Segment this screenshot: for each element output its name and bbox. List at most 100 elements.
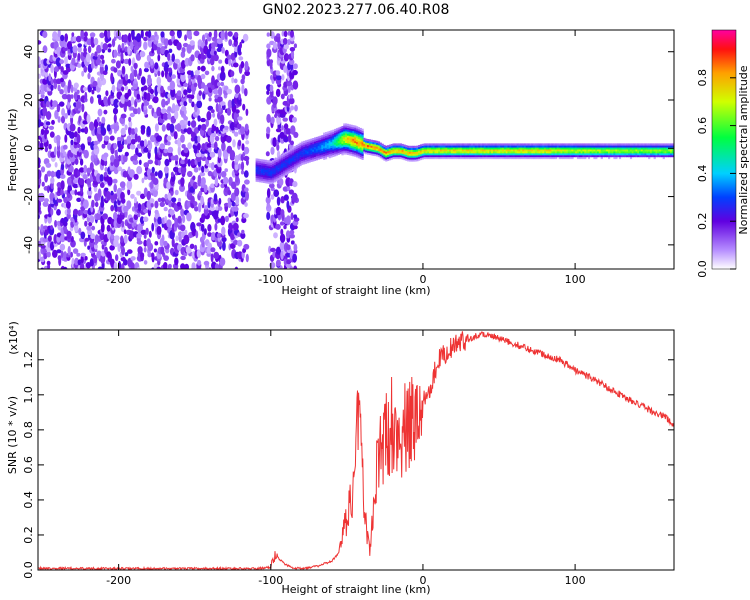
spectrogram-ridge-cell <box>622 151 625 154</box>
spectrogram-noise-cell <box>193 167 199 173</box>
spectrogram-ridge-cell <box>628 145 631 148</box>
spectrogram-noise-cell <box>194 135 199 144</box>
spectrogram-ridge-cell <box>659 151 662 154</box>
spectrogram-ridge-cell <box>405 147 408 150</box>
spectrogram-noise-cell <box>42 201 49 207</box>
spectrogram-ridge-cell <box>452 147 455 150</box>
spectrogram-noise-cell <box>154 171 158 177</box>
spectrogram-ridge-cell <box>491 155 494 158</box>
spectrogram-noise-cell <box>227 31 233 37</box>
spectrogram-ridge-cell <box>576 153 580 156</box>
spectrogram-ridge-cell <box>410 151 413 154</box>
spectrogram-noise-cell <box>126 200 132 210</box>
spectrogram-ridge-cell <box>447 149 450 152</box>
spectrogram-noise-cell <box>70 174 75 180</box>
spectrogram-ridge-cell <box>608 156 611 160</box>
spectrogram-ridge-cell <box>357 132 360 136</box>
spectrogram-ridge-cell <box>272 160 275 163</box>
spectrogram-noise-cell <box>111 84 116 93</box>
spectrogram-noise-cell <box>270 247 276 253</box>
spectrogram-ridge-cell <box>618 143 622 146</box>
spectrogram-noise-cell <box>292 253 297 263</box>
spectrogram-noise-cell <box>78 167 85 173</box>
spectrogram-ridge-cell <box>341 139 344 142</box>
spectrogram-ridge-cell <box>304 151 308 155</box>
spectrogram-ridge-cell <box>352 154 355 157</box>
spectrogram-ridge-cell <box>553 149 556 152</box>
spectrogram-ridge-cell <box>279 159 282 162</box>
spectrogram-ridge-cell <box>412 147 415 150</box>
x-tick-label: 0 <box>419 273 426 286</box>
spectrogram-noise-cell <box>140 76 146 86</box>
spectrogram-ridge-cell <box>505 145 508 148</box>
spectrogram-ridge-cell <box>312 145 315 148</box>
spectrogram-ridge-cell <box>381 143 384 146</box>
spectrogram-ridge-cell <box>368 145 371 148</box>
spectrogram-ridge-cell <box>301 151 304 154</box>
spectrogram-ridge-cell <box>332 150 335 154</box>
spectrogram-ridge-cell <box>582 147 585 150</box>
spectrogram-ridge-cell <box>390 144 393 147</box>
spectrogram-ridge-cell <box>500 149 503 152</box>
spectrogram-ridge-cell <box>348 137 351 140</box>
spectrogram-ridge-cell <box>441 149 444 152</box>
spectrogram-noise-cell <box>177 197 182 203</box>
y-tick-label: -20 <box>22 188 35 206</box>
spectrogram-ridge-cell <box>268 181 271 184</box>
spectrogram-ridge-cell <box>450 151 454 154</box>
spectrogram-ridge-cell <box>467 156 470 160</box>
colorbar-tick-label: 0.4 <box>696 165 709 183</box>
spectrogram-ridge-cell <box>460 145 463 148</box>
spectrogram-noise-cell <box>269 59 274 64</box>
spectrogram-ridge-cell <box>597 151 600 154</box>
spectrogram-ridge-cell <box>651 145 654 148</box>
spectrogram-ridge-cell <box>553 151 556 154</box>
spectrogram-ridge-cell <box>343 146 346 149</box>
spectrogram-ridge-cell <box>286 154 289 157</box>
spectrogram-ridge-cell <box>377 149 381 152</box>
spectrogram-ridge-cell <box>522 153 525 156</box>
spectrogram-ridge-cell <box>262 178 266 182</box>
spectrogram-ridge-cell <box>377 141 381 144</box>
spectrogram-ridge-cell <box>671 149 674 152</box>
spectrogram-noise-cell <box>289 233 295 239</box>
spectrogram-ridge-cell <box>593 151 596 154</box>
spectrogram-noise-cell <box>105 36 112 42</box>
spectrogram-ridge-cell <box>586 155 589 158</box>
spectrogram-ridge-cell <box>494 147 497 150</box>
spectrogram-ridge-cell <box>629 145 633 148</box>
spectrogram-ridge-cell <box>408 149 412 152</box>
spectrogram-noise-cell <box>56 182 62 188</box>
spectrogram-noise-cell <box>64 134 68 143</box>
spectrogram-ridge-cell <box>589 145 592 148</box>
spectrogram-ridge-cell <box>352 127 355 130</box>
spectrogram-ridge-cell <box>545 151 549 154</box>
spectrogram-ridge-cell <box>255 173 258 176</box>
spectrogram-noise-cell <box>122 170 128 178</box>
spectrogram-ridge-cell <box>549 155 552 158</box>
spectrogram-ridge-cell <box>443 143 446 146</box>
spectrogram-ridge-cell <box>513 151 516 154</box>
spectrogram-ridge-cell <box>598 145 601 148</box>
spectrogram-ridge-cell <box>529 151 532 154</box>
spectrogram-noise-cell <box>119 144 124 150</box>
spectrogram-noise-cell <box>210 109 215 114</box>
spectrogram-noise-cell <box>128 116 132 123</box>
spectrogram-ridge-cell <box>401 151 404 154</box>
spectrogram-ridge-cell <box>304 148 308 151</box>
spectrogram-noise-cell <box>275 259 281 267</box>
spectrogram-ridge-cell <box>372 147 375 150</box>
spectrogram-noise-cell <box>195 230 199 239</box>
spectrogram-ridge-cell <box>538 143 541 146</box>
spectrogram-noise-cell <box>242 33 249 42</box>
spectrogram-ridge-cell <box>339 142 342 145</box>
x-tick-label: -200 <box>106 574 131 587</box>
spectrogram-ridge-cell <box>617 143 620 146</box>
spectrogram-ridge-cell <box>602 149 605 152</box>
y-tick-label: 0.0 <box>22 561 35 579</box>
spectrogram-ridge-cell <box>348 143 351 146</box>
spectrogram-ridge-cell <box>323 136 326 139</box>
spectrogram-ridge-cell <box>357 150 360 153</box>
spectrogram-noise-cell <box>38 199 41 208</box>
spectrogram-noise-cell <box>163 148 169 154</box>
